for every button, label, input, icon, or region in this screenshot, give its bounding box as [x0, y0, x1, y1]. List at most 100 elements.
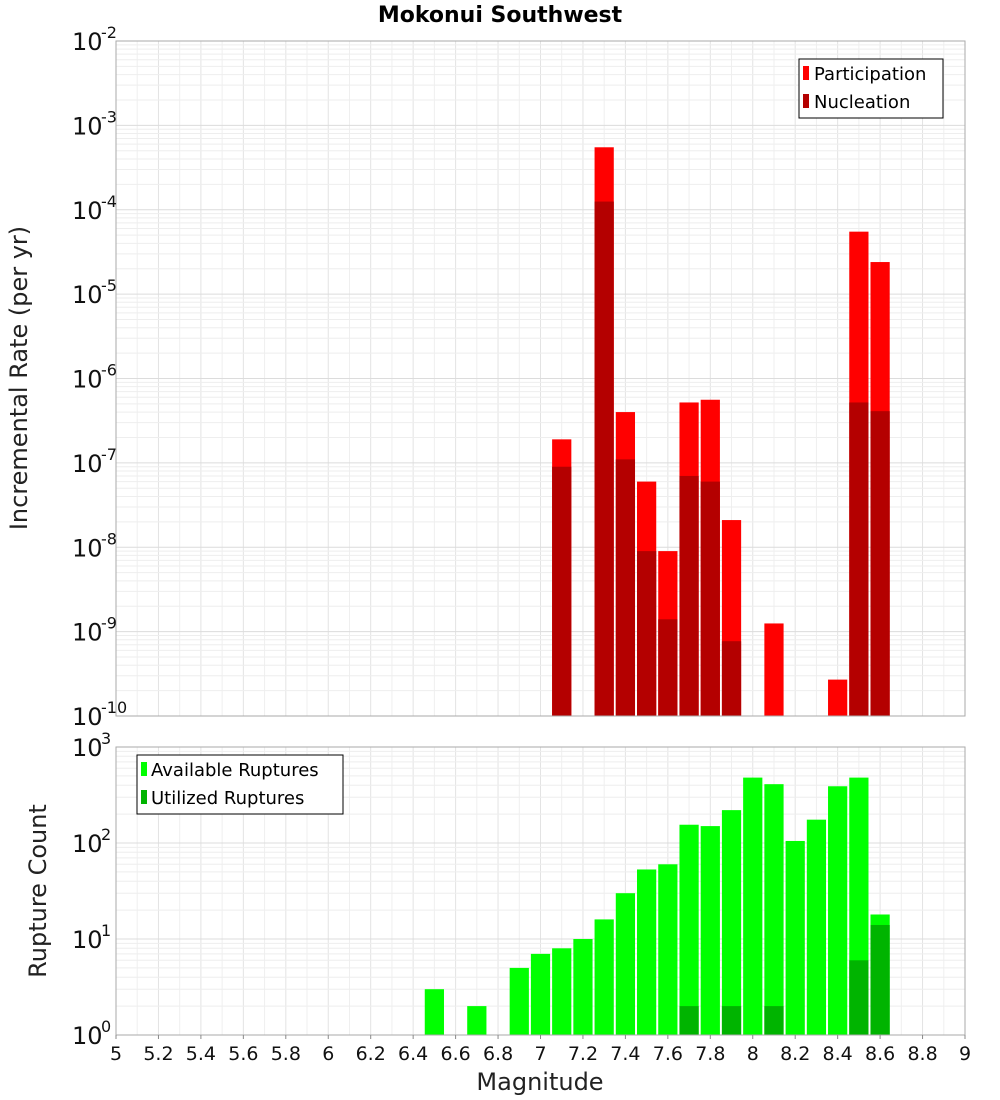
y-tick-exponent: 1 [101, 921, 111, 940]
x-tick-label: 7.8 [695, 1043, 725, 1065]
legend-swatch-participation [803, 66, 809, 80]
y-tick-base: 10 [72, 534, 103, 562]
y-tick-exponent: -3 [101, 107, 117, 126]
legend-label-participation: Participation [814, 64, 926, 85]
y-tick-label: 10-3 [72, 107, 117, 140]
y-tick-label: 10-5 [72, 276, 117, 309]
bar-nucleation [679, 475, 699, 716]
bar-available-ruptures [743, 777, 763, 1035]
y-tick-exponent: -7 [101, 445, 117, 464]
y-tick-base: 10 [72, 703, 103, 731]
y-tick-exponent: -10 [101, 698, 127, 717]
top-legend-box [798, 58, 944, 119]
y-tick-label: 103 [72, 729, 111, 762]
legend-swatch-available [141, 762, 147, 776]
y-tick-exponent: 2 [101, 825, 111, 844]
x-tick-label: 8 [747, 1043, 759, 1065]
x-tick-label: 6 [322, 1043, 334, 1065]
bottom-legend: Available Ruptures Utilized Ruptures [136, 754, 344, 815]
bar-available-ruptures [806, 819, 827, 1035]
bar-available-ruptures [573, 939, 593, 1035]
x-tick-label: 6.4 [398, 1043, 428, 1065]
y-tick-base: 10 [72, 619, 103, 647]
bar-available-ruptures [764, 784, 784, 1035]
bar-utilized-ruptures [721, 1006, 742, 1035]
y-tick-base: 10 [72, 734, 103, 762]
bottom-y-axis-label: Rupture Count [24, 804, 52, 978]
y-tick-label: 10-8 [72, 529, 117, 562]
legend-label-available: Available Ruptures [151, 760, 319, 781]
x-tick-label: 7 [534, 1043, 546, 1065]
x-tick-label: 8.6 [865, 1043, 895, 1065]
y-tick-base: 10 [72, 281, 103, 309]
y-tick-label: 10-6 [72, 361, 117, 394]
legend-swatch-nucleation [803, 94, 809, 108]
bottom-bars [424, 777, 890, 1035]
x-axis-label: Magnitude [476, 1068, 603, 1096]
x-tick-label: 7.4 [610, 1043, 640, 1065]
bar-available-ruptures [721, 810, 742, 1035]
bar-available-ruptures [785, 840, 805, 1035]
top-legend: Participation Nucleation [798, 58, 944, 119]
legend-swatch-utilized [141, 790, 147, 804]
x-tick-label: 5.8 [271, 1043, 301, 1065]
y-tick-label: 10-7 [72, 445, 117, 478]
y-tick-exponent: 0 [101, 1017, 111, 1036]
bar-available-ruptures [658, 864, 678, 1035]
y-tick-exponent: 3 [101, 729, 111, 748]
y-tick-base: 10 [72, 926, 103, 954]
bar-nucleation [658, 619, 678, 716]
chart-title: Mokonui Southwest [378, 3, 623, 28]
y-tick-exponent: -9 [101, 614, 117, 633]
y-tick-base: 10 [72, 1022, 103, 1050]
y-tick-base: 10 [72, 112, 103, 140]
bar-utilized-ruptures [764, 1006, 784, 1035]
bar-available-ruptures [509, 967, 529, 1035]
x-tick-label: 9 [959, 1043, 971, 1065]
bar-available-ruptures [424, 989, 444, 1035]
y-tick-label: 100 [72, 1017, 111, 1050]
bar-utilized-ruptures [870, 924, 890, 1035]
bar-nucleation [700, 481, 720, 716]
legend-label-nucleation: Nucleation [814, 92, 910, 113]
bar-available-ruptures [637, 869, 657, 1035]
x-tick-label: 8.4 [823, 1043, 853, 1065]
x-tick-label: 5.2 [143, 1043, 173, 1065]
bar-available-ruptures [700, 826, 720, 1035]
bar-nucleation [637, 551, 657, 716]
top-panel: 10-210-310-410-510-610-710-810-910-10 In… [5, 23, 966, 731]
y-tick-base: 10 [72, 450, 103, 478]
x-tick-label: 6.6 [440, 1043, 470, 1065]
top-y-axis-label: Incremental Rate (per yr) [5, 226, 33, 530]
y-tick-label: 102 [72, 825, 111, 858]
x-tick-label: 5.6 [228, 1043, 258, 1065]
bar-utilized-ruptures [849, 960, 869, 1035]
bar-nucleation [721, 641, 742, 716]
y-tick-label: 10-4 [72, 192, 117, 225]
top-y-ticks: 10-210-310-410-510-610-710-810-910-10 [72, 23, 127, 731]
bar-utilized-ruptures [679, 1006, 699, 1035]
y-tick-base: 10 [72, 366, 103, 394]
y-tick-exponent: -8 [101, 529, 117, 548]
x-tick-label: 7.6 [653, 1043, 683, 1065]
top-plot-frame [115, 40, 966, 717]
bar-available-ruptures [530, 953, 551, 1035]
y-tick-exponent: -5 [101, 276, 117, 295]
x-tick-label: 6.8 [483, 1043, 513, 1065]
bar-nucleation [615, 459, 636, 716]
bar-available-ruptures [552, 948, 572, 1035]
x-tick-label: 5 [110, 1043, 122, 1065]
bar-nucleation [552, 466, 572, 716]
y-tick-label: 101 [72, 921, 111, 954]
bar-nucleation [849, 402, 869, 716]
y-tick-label: 10-2 [72, 23, 117, 56]
x-axis-ticks: 5 5.2 5.4 5.6 5.8 6 6.2 6.4 6.6 6.8 7 7.2 7.4 7.6 7.8 8… [110, 1035, 971, 1065]
y-tick-exponent: -6 [101, 361, 117, 380]
top-grid [115, 41, 966, 717]
y-tick-label: 10-10 [72, 698, 127, 731]
x-tick-label: 8.8 [907, 1043, 937, 1065]
y-tick-base: 10 [72, 28, 103, 56]
